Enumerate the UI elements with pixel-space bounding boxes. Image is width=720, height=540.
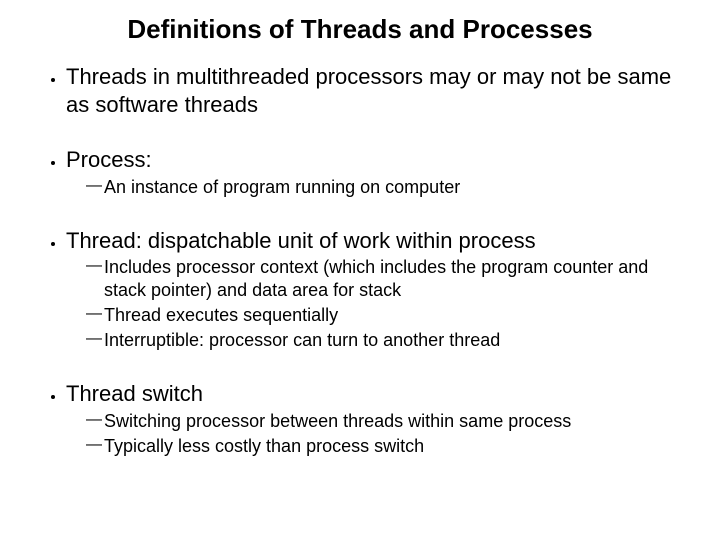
bullet-item: Thread switch Switching processor betwee…	[66, 380, 688, 458]
spacer	[32, 122, 688, 146]
sub-bullet-text: Interruptible: processor can turn to ano…	[104, 330, 500, 350]
spacer	[32, 356, 688, 380]
bullet-list: Thread: dispatchable unit of work within…	[32, 227, 688, 353]
sub-bullet-list: Includes processor context (which includ…	[66, 256, 688, 352]
sub-bullet-text: Includes processor context (which includ…	[104, 257, 648, 300]
sub-bullet-text: Switching processor between threads with…	[104, 411, 571, 431]
bullet-text: Threads in multithreaded processors may …	[66, 64, 671, 117]
sub-bullet-list: An instance of program running on comput…	[66, 176, 688, 199]
slide-container: Definitions of Threads and Processes Thr…	[0, 0, 720, 482]
sub-bullet-text: An instance of program running on comput…	[104, 177, 460, 197]
bullet-list: Process: An instance of program running …	[32, 146, 688, 199]
sub-bullet-item: Interruptible: processor can turn to ano…	[86, 329, 688, 352]
sub-bullet-item: Switching processor between threads with…	[86, 410, 688, 433]
sub-bullet-item: An instance of program running on comput…	[86, 176, 688, 199]
bullet-item: Process: An instance of program running …	[66, 146, 688, 199]
bullet-list: Threads in multithreaded processors may …	[32, 63, 688, 118]
bullet-text: Thread switch	[66, 381, 203, 406]
sub-bullet-text: Thread executes sequentially	[104, 305, 338, 325]
sub-bullet-list: Switching processor between threads with…	[66, 410, 688, 458]
bullet-item: Thread: dispatchable unit of work within…	[66, 227, 688, 353]
sub-bullet-item: Thread executes sequentially	[86, 304, 688, 327]
bullet-text: Thread: dispatchable unit of work within…	[66, 228, 536, 253]
bullet-item: Threads in multithreaded processors may …	[66, 63, 688, 118]
sub-bullet-item: Includes processor context (which includ…	[86, 256, 688, 302]
slide-title: Definitions of Threads and Processes	[32, 14, 688, 45]
sub-bullet-item: Typically less costly than process switc…	[86, 435, 688, 458]
bullet-text: Process:	[66, 147, 152, 172]
sub-bullet-text: Typically less costly than process switc…	[104, 436, 424, 456]
spacer	[32, 203, 688, 227]
bullet-list: Thread switch Switching processor betwee…	[32, 380, 688, 458]
